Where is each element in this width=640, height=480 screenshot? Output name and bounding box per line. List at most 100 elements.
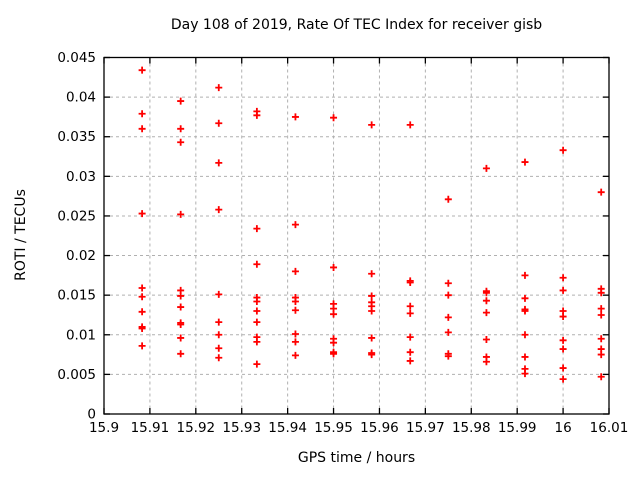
data-point-marker	[253, 225, 261, 233]
data-point-marker	[559, 274, 567, 282]
data-point-marker	[444, 313, 452, 321]
data-point-marker	[597, 373, 605, 381]
data-point-marker	[215, 354, 223, 362]
data-point-marker	[521, 353, 529, 361]
data-point-marker	[253, 338, 261, 346]
data-point-marker	[482, 358, 490, 366]
data-point-marker	[253, 360, 261, 368]
data-point-marker	[330, 114, 338, 122]
data-point-marker	[253, 260, 261, 268]
x-tick-label: 15.96	[360, 420, 399, 436]
data-point-marker	[559, 313, 567, 321]
data-point-marker	[482, 164, 490, 172]
y-tick-label: 0.045	[57, 50, 96, 66]
data-point-marker	[291, 338, 299, 346]
data-point-marker	[444, 291, 452, 299]
y-tick-label: 0.03	[66, 169, 96, 185]
data-point-marker	[253, 307, 261, 315]
x-tick-label: 16.01	[590, 420, 629, 436]
data-point-marker	[138, 324, 146, 332]
y-tick-label: 0	[87, 407, 96, 423]
data-point-marker	[597, 351, 605, 359]
data-point-marker	[177, 138, 185, 146]
y-tick-label: 0.035	[57, 129, 96, 145]
data-point-marker	[521, 158, 529, 166]
data-point-marker	[291, 306, 299, 314]
x-tick-label: 15.95	[314, 420, 353, 436]
y-tick-label: 0.01	[66, 327, 96, 343]
data-point-marker	[444, 279, 452, 287]
data-point-marker	[406, 333, 414, 341]
data-point-marker	[330, 350, 338, 358]
x-tick-label: 15.94	[268, 420, 307, 436]
y-tick-label: 0.015	[57, 288, 96, 304]
data-point-marker	[521, 331, 529, 339]
data-point-marker	[215, 119, 223, 127]
data-point-marker	[444, 328, 452, 336]
data-point-marker	[368, 292, 376, 300]
data-point-marker	[597, 335, 605, 343]
data-point-marker	[215, 331, 223, 339]
x-tick-label: 15.93	[222, 420, 261, 436]
data-point-marker	[406, 309, 414, 317]
data-point-marker	[559, 286, 567, 294]
data-point-marker	[177, 125, 185, 133]
data-point-marker	[521, 294, 529, 302]
data-point-marker	[330, 339, 338, 347]
chart-title: Day 108 of 2019, Rate Of TEC Index for r…	[170, 17, 543, 33]
data-point-marker	[177, 350, 185, 358]
data-point-marker	[330, 263, 338, 271]
data-point-marker	[215, 159, 223, 167]
data-point-marker	[559, 364, 567, 372]
data-point-marker	[597, 305, 605, 313]
x-tick-label: 15.97	[406, 420, 445, 436]
data-point-marker	[253, 111, 261, 119]
plot-border	[103, 56, 610, 415]
y-tick-label: 0.005	[57, 367, 96, 383]
data-point-marker	[138, 210, 146, 218]
data-point-marker	[406, 348, 414, 356]
data-point-marker	[215, 318, 223, 326]
data-point-marker	[177, 292, 185, 300]
data-point-marker	[406, 121, 414, 129]
data-point-marker	[138, 66, 146, 74]
data-point-marker	[253, 298, 261, 306]
data-point-marker	[215, 344, 223, 352]
data-point-marker	[138, 342, 146, 350]
data-point-marker	[559, 345, 567, 353]
data-point-marker	[482, 289, 490, 297]
data-point-marker	[291, 267, 299, 275]
data-point-marker	[177, 320, 185, 328]
data-point-marker	[291, 221, 299, 229]
data-point-marker	[444, 352, 452, 360]
x-axis-label: GPS time / hours	[297, 450, 416, 466]
data-point-marker	[482, 309, 490, 317]
data-point-marker	[291, 298, 299, 306]
data-point-marker	[597, 188, 605, 196]
data-point-marker	[330, 310, 338, 318]
data-point-marker	[291, 351, 299, 359]
x-tick-label: 16	[554, 420, 571, 436]
data-point-marker	[406, 302, 414, 310]
data-point-marker	[521, 271, 529, 279]
data-point-marker	[521, 370, 529, 378]
data-point-marker	[291, 113, 299, 121]
data-point-marker	[177, 97, 185, 105]
data-point-marker	[482, 336, 490, 344]
data-point-marker	[597, 311, 605, 319]
data-point-marker	[177, 210, 185, 218]
data-point-marker	[559, 146, 567, 154]
data-point-marker	[559, 336, 567, 344]
data-point-marker	[138, 125, 146, 133]
data-point-marker	[177, 334, 185, 342]
data-point-marker	[215, 206, 223, 214]
y-tick-label: 0.04	[66, 90, 96, 106]
data-point-marker	[177, 303, 185, 311]
data-point-marker	[215, 290, 223, 298]
y-tick-label: 0.025	[57, 208, 96, 224]
data-point-marker	[597, 289, 605, 297]
data-point-marker	[138, 308, 146, 316]
x-tick-label: 15.9	[89, 420, 119, 436]
y-tick-label: 0.02	[66, 248, 96, 264]
